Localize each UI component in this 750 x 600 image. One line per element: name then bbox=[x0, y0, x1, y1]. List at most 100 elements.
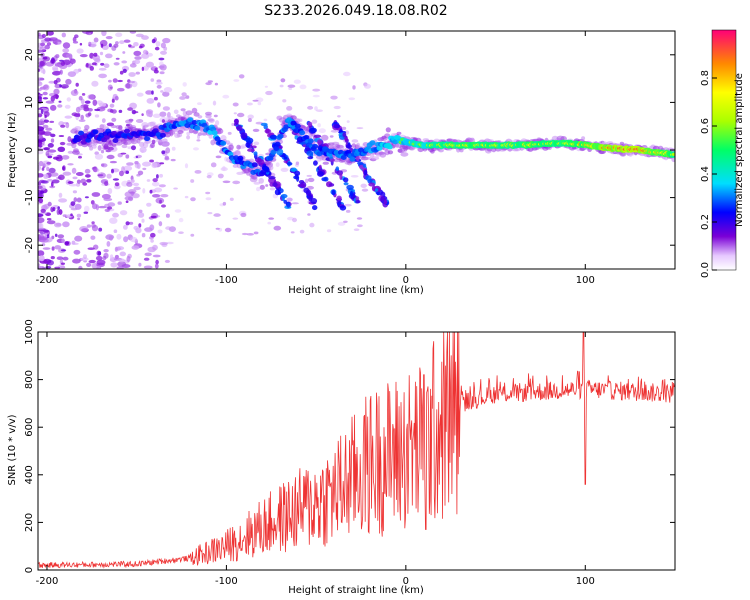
speckle-cell bbox=[77, 106, 84, 111]
speckle-cell bbox=[292, 217, 297, 223]
speckle-cell bbox=[119, 210, 128, 216]
track-core-cell bbox=[270, 149, 277, 155]
speckle-cell bbox=[129, 236, 138, 243]
speckle-cell bbox=[131, 245, 140, 250]
speckle-cell bbox=[146, 202, 152, 207]
speckle-cell bbox=[38, 68, 41, 72]
speckle-cell bbox=[350, 175, 359, 178]
track-halo-cell bbox=[297, 118, 303, 123]
speckle-cell bbox=[127, 189, 137, 194]
speckle-cell bbox=[111, 117, 117, 122]
speckle-cell bbox=[222, 180, 231, 184]
speckle-cell bbox=[155, 41, 161, 47]
track-core-cell bbox=[194, 125, 201, 131]
speckle-cell bbox=[158, 221, 163, 227]
track-halo-cell bbox=[286, 106, 293, 111]
speckle-cell bbox=[275, 162, 280, 167]
track-halo-cell bbox=[581, 136, 586, 141]
track-streak-cell bbox=[283, 199, 288, 204]
speckle-cell bbox=[345, 209, 351, 213]
speckle-cell bbox=[54, 63, 61, 67]
speckle-cell bbox=[137, 212, 145, 218]
speckle-cell bbox=[291, 202, 299, 205]
speckle-cell bbox=[118, 109, 123, 113]
speckle-cell bbox=[123, 39, 131, 43]
y-tick-label: 600 bbox=[24, 418, 35, 437]
track-halo-cell bbox=[185, 110, 193, 116]
speckle-cell bbox=[150, 239, 154, 243]
speckle-cell bbox=[91, 224, 99, 232]
speckle-cell bbox=[50, 138, 55, 143]
speckle-cell bbox=[62, 171, 72, 176]
speckle-cell bbox=[57, 234, 65, 239]
speckle-cell bbox=[93, 37, 99, 43]
track-streak-cell bbox=[335, 166, 340, 171]
speckle-cell bbox=[80, 114, 84, 121]
speckle-cell bbox=[265, 90, 273, 96]
x-tick-label: 100 bbox=[576, 275, 595, 286]
speckle-cell bbox=[119, 251, 127, 257]
speckle-cell bbox=[64, 104, 71, 109]
speckle-cell bbox=[156, 84, 162, 89]
speckle-cell bbox=[157, 229, 163, 234]
track-core-cell bbox=[184, 123, 191, 128]
track-streak-cell bbox=[344, 135, 348, 142]
speckle-cell bbox=[38, 141, 43, 146]
speckle-cell bbox=[43, 147, 50, 151]
speckle-cell bbox=[241, 232, 248, 236]
speckle-cell bbox=[57, 206, 60, 210]
track-streak-cell bbox=[347, 143, 351, 149]
y-tick-label: 0 bbox=[24, 567, 35, 573]
track-core-cell bbox=[277, 133, 284, 139]
speckle-cell bbox=[190, 197, 196, 202]
speckle-cell bbox=[72, 36, 77, 43]
track-halo-cell bbox=[168, 116, 174, 120]
speckle-cell bbox=[84, 196, 89, 199]
speckle-cell bbox=[307, 105, 314, 110]
speckle-cell bbox=[76, 179, 81, 184]
speckle-cell bbox=[90, 235, 96, 240]
speckle-cell bbox=[84, 100, 91, 104]
speckle-cell bbox=[135, 71, 140, 75]
speckle-cell bbox=[60, 61, 66, 66]
speckle-cell bbox=[196, 139, 201, 142]
track-core-cell bbox=[369, 140, 376, 146]
spectrogram-y-ticks: 20 10 0 -10 -20 bbox=[24, 48, 675, 253]
speckle-cell bbox=[38, 129, 46, 135]
speckle-cell bbox=[309, 222, 315, 228]
speckle-cell bbox=[48, 80, 55, 84]
speckle-cell bbox=[364, 83, 371, 89]
track-streak-cell bbox=[328, 183, 335, 187]
speckle-cell bbox=[70, 213, 73, 217]
track-core-cell bbox=[290, 120, 297, 126]
speckle-cell bbox=[98, 73, 107, 79]
track-halo-cell bbox=[115, 125, 121, 129]
track-streak-cell bbox=[245, 142, 250, 148]
speckle-cell bbox=[162, 37, 171, 44]
track-streak-cell bbox=[343, 182, 349, 186]
speckle-cell bbox=[38, 182, 41, 186]
figure-title: S233.2026.049.18.08.R02 bbox=[264, 3, 447, 19]
track-halo-cell bbox=[371, 156, 380, 161]
track-halo-cell bbox=[208, 118, 215, 123]
speckle-cell bbox=[145, 61, 154, 68]
track-core-cell bbox=[299, 130, 306, 136]
track-halo-cell bbox=[143, 124, 149, 128]
speckle-cell bbox=[38, 113, 43, 118]
track-halo-cell bbox=[379, 151, 387, 158]
track-streak-cell bbox=[293, 175, 300, 180]
speckle-cell bbox=[74, 235, 83, 242]
speckle-cell bbox=[59, 141, 66, 146]
track-halo-cell bbox=[112, 142, 118, 148]
speckle-cell bbox=[229, 197, 234, 201]
speckle-cell bbox=[129, 102, 138, 110]
speckle-cell bbox=[93, 52, 98, 57]
speckle-cell bbox=[38, 134, 43, 140]
track-streak-cell bbox=[323, 176, 329, 182]
speckle-cell bbox=[38, 173, 44, 178]
speckle-cell bbox=[59, 63, 68, 70]
speckle-cell bbox=[174, 209, 182, 213]
speckle-cell bbox=[114, 182, 120, 187]
speckle-cell bbox=[98, 67, 107, 71]
track-core-cell bbox=[303, 135, 310, 140]
